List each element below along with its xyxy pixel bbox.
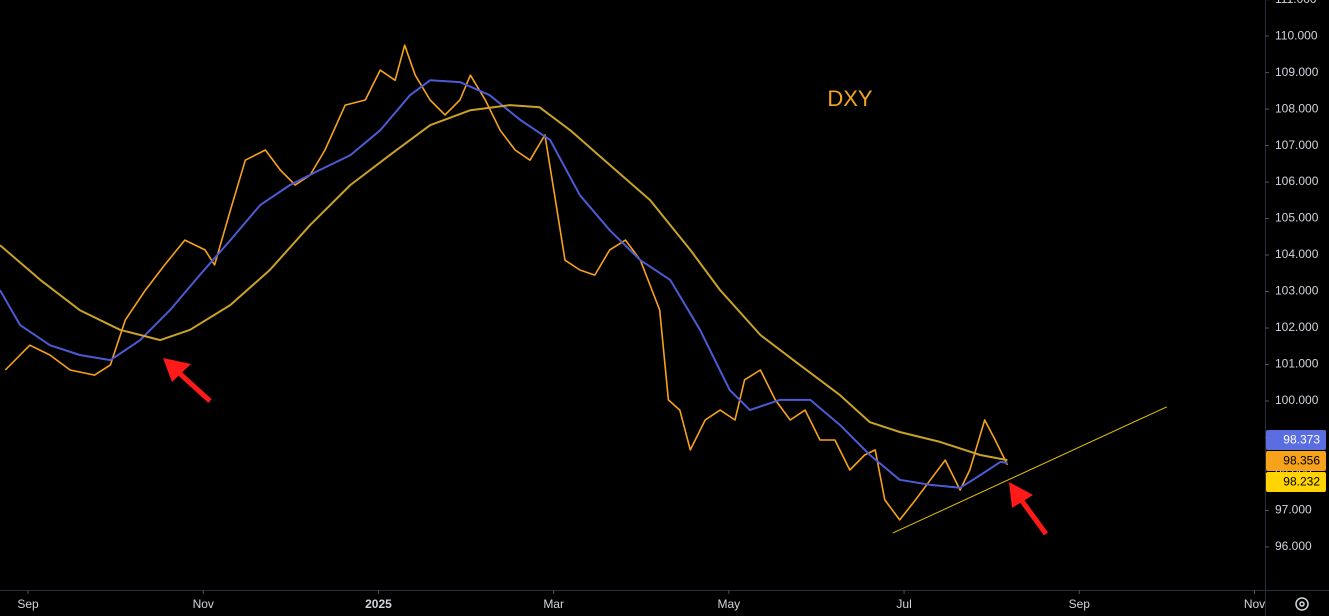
price-label-box xyxy=(1266,430,1326,450)
arrow xyxy=(1009,482,1049,536)
price-label-box xyxy=(1266,451,1326,471)
x-tick-label: Jul xyxy=(896,597,911,611)
x-tick-label: Nov xyxy=(1244,597,1265,611)
y-tick-label: 110.000 xyxy=(1275,28,1318,42)
price-label: 98.356 xyxy=(1283,454,1320,468)
x-tick-label: Mar xyxy=(543,597,564,611)
y-tick-label: 108.000 xyxy=(1275,101,1319,115)
series-line xyxy=(0,79,1008,489)
y-tick-label: 100.000 xyxy=(1275,393,1319,407)
y-tick-label: 101.000 xyxy=(1275,357,1319,371)
y-tick-label: 105.000 xyxy=(1275,211,1319,225)
price-label: 98.232 xyxy=(1283,475,1320,489)
y-tick-label: 96.000 xyxy=(1275,539,1312,553)
trendline xyxy=(892,406,1168,534)
x-tick-label: Sep xyxy=(17,597,39,611)
y-tick-label: 106.000 xyxy=(1275,174,1319,188)
price-label-box xyxy=(1266,472,1326,492)
series-line xyxy=(0,104,1008,462)
y-tick-label: 97.000 xyxy=(1275,503,1312,517)
x-tick-label: 2025 xyxy=(365,597,392,611)
y-tick-label: 107.000 xyxy=(1275,138,1319,152)
y-tick-label: 109.000 xyxy=(1275,65,1319,79)
y-tick-label: 104.000 xyxy=(1275,247,1319,261)
series-line xyxy=(4,44,1009,521)
arrow xyxy=(163,358,212,403)
price-label: 98.373 xyxy=(1283,433,1320,447)
chart-title: DXY xyxy=(827,86,873,111)
y-tick-label: 111.000 xyxy=(1275,0,1317,6)
y-tick-label: 102.000 xyxy=(1275,320,1319,334)
settings-icon[interactable] xyxy=(1295,597,1309,611)
x-tick-label: May xyxy=(718,597,741,611)
y-tick-label: 103.000 xyxy=(1275,284,1319,298)
x-tick-label: Nov xyxy=(193,597,214,611)
x-tick-label: Sep xyxy=(1069,597,1091,611)
